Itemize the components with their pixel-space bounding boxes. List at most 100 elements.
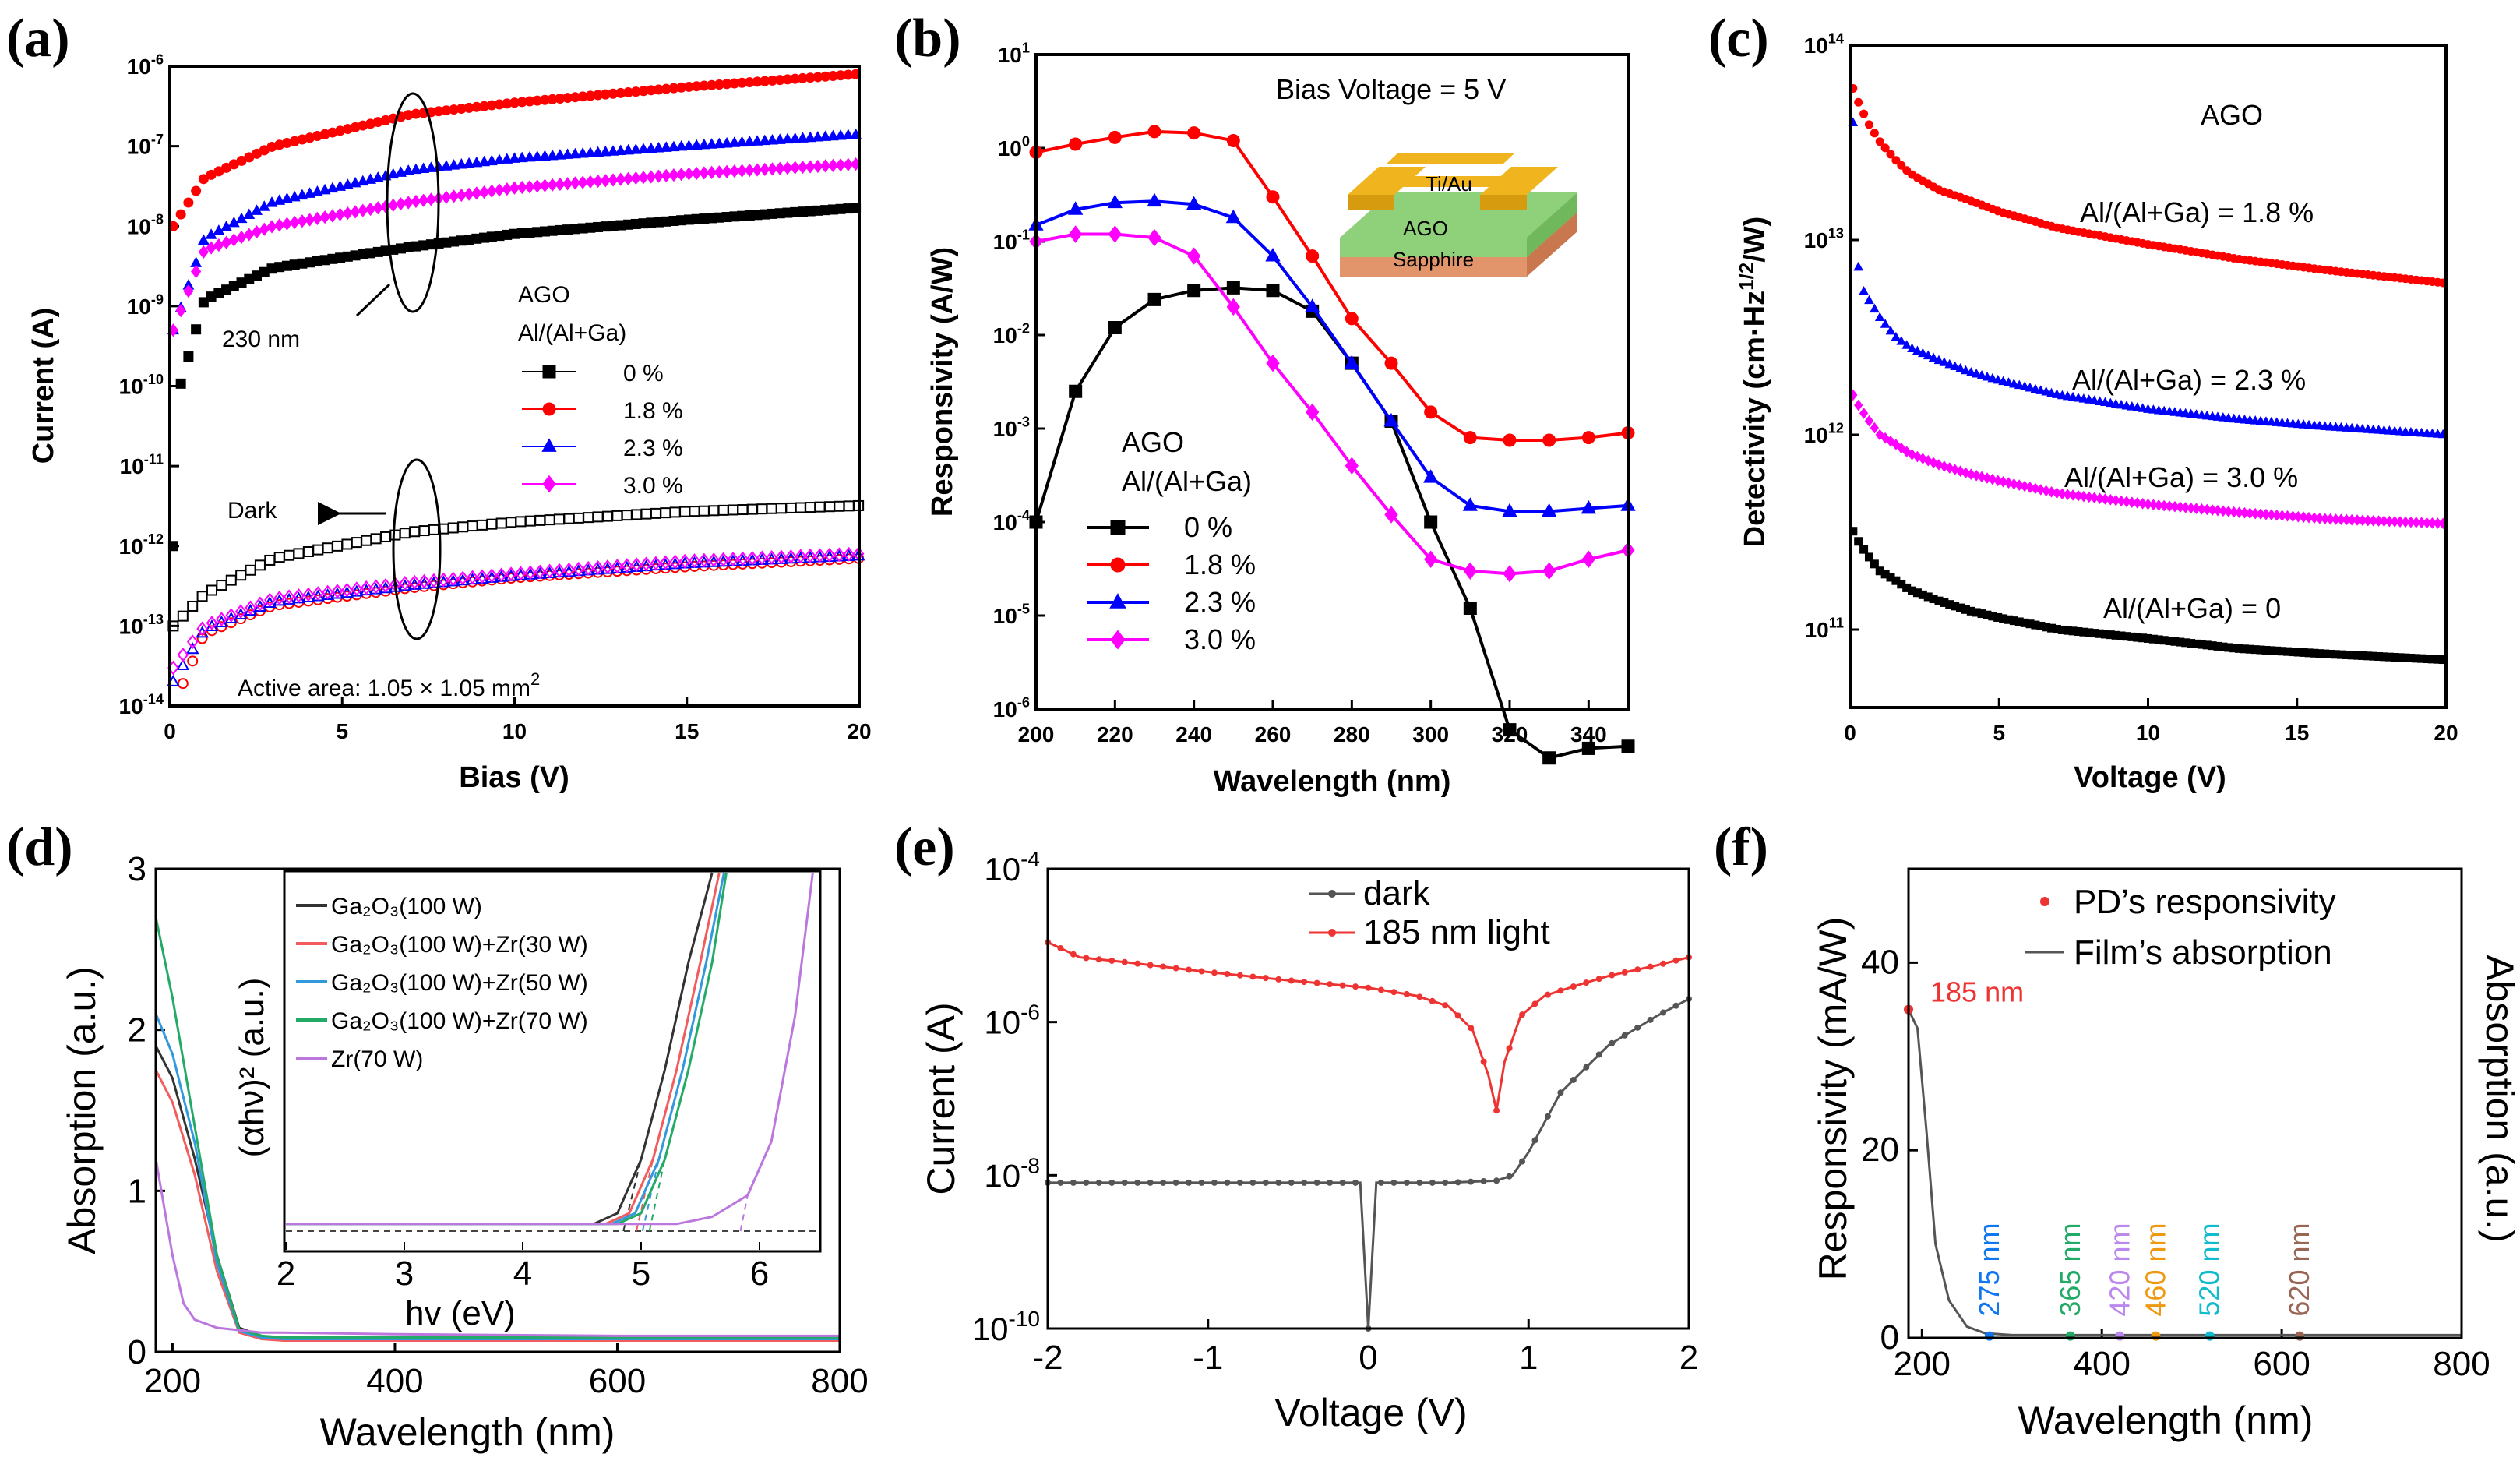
point-b-2 — [1581, 499, 1596, 514]
point-c-2 — [2208, 504, 2217, 516]
legend-title-b1: AGO — [1122, 426, 1184, 458]
series-line-b-1 — [1035, 129, 1629, 442]
ytick-label-f: 20 — [1861, 1131, 1899, 1169]
ylabel-c-sup: 1/2 — [1735, 263, 1758, 291]
point-a-dark-0 — [293, 548, 305, 559]
point-a-light-2 — [781, 132, 794, 144]
inset-finger-1 — [1387, 153, 1515, 164]
point-a-light-0 — [183, 351, 194, 362]
point-c-2 — [2181, 502, 2190, 513]
point-a-dark-0 — [698, 505, 710, 517]
point-a-light-2 — [516, 151, 528, 163]
ytick-label-a: 10-12 — [119, 531, 164, 559]
ytick-label-b: 10-5 — [993, 601, 1030, 628]
point-e-0 — [1531, 1137, 1538, 1144]
point-a-dark-3 — [573, 561, 585, 577]
legend-marker-a-3 — [542, 475, 556, 493]
point-e-0 — [1160, 1179, 1167, 1186]
inset-xtick-label-d: 2 — [277, 1254, 295, 1293]
point-e-1 — [1416, 993, 1423, 1000]
point-a-dark-0 — [399, 528, 411, 539]
point-a-light-3 — [797, 160, 809, 175]
point-a-light-2 — [485, 154, 498, 166]
point-c-2 — [2154, 499, 2163, 511]
point-c-1 — [1859, 285, 1869, 295]
point-a-light-3 — [388, 198, 399, 212]
legend-label-e-0: dark — [1363, 874, 1431, 912]
legend-title-a2: Al/(Al+Ga) — [518, 320, 626, 346]
point-a-light-3 — [463, 187, 474, 201]
point-a-light-2 — [592, 146, 604, 157]
point-a-dark-3 — [795, 549, 807, 564]
point-e-1 — [1301, 979, 1308, 986]
point-a-light-0 — [191, 324, 202, 335]
point-a-dark-3 — [708, 552, 720, 567]
point-a-dark-3 — [283, 589, 295, 605]
point-a-light-3 — [782, 161, 793, 175]
ytick-label-b: 100 — [998, 133, 1030, 161]
ytick-label-f: 0 — [1880, 1318, 1899, 1357]
point-e-0 — [1672, 1002, 1679, 1009]
ytick-label-b-base: 10 — [993, 697, 1017, 722]
point-b-3 — [1266, 354, 1280, 372]
point-e-0 — [1070, 1179, 1077, 1186]
ytick-label-e-exp: -8 — [1020, 1153, 1040, 1177]
point-a-dark-3 — [418, 573, 430, 589]
legend-marker-a-0 — [542, 365, 556, 379]
point-b-3 — [1542, 562, 1556, 580]
point-a-light-0 — [198, 297, 209, 308]
active-area-sup: 2 — [530, 669, 540, 689]
point-a-dark-3 — [524, 565, 537, 580]
point-a-light-2 — [471, 156, 483, 168]
point-a-dark-3 — [177, 647, 189, 662]
axes-frame-d — [154, 867, 841, 1353]
ytick-label-b: 10-2 — [993, 320, 1030, 348]
point-a-light-2 — [789, 132, 802, 143]
point-c-2 — [2052, 487, 2062, 499]
point-c-1 — [2116, 399, 2127, 409]
point-e-0 — [1262, 1179, 1269, 1186]
ytick-label-e-exp: -4 — [1020, 847, 1040, 871]
point-b-3 — [1463, 562, 1477, 580]
point-a-dark-3 — [534, 564, 546, 580]
point-a-light-3 — [539, 178, 551, 192]
point-a-dark-3 — [727, 552, 739, 566]
point-e-0 — [1570, 1076, 1577, 1083]
point-e-0 — [1095, 1179, 1102, 1186]
point-e-0 — [1390, 1179, 1397, 1186]
label-series-c-2: Al/(Al+Ga) = 2.3 % — [2072, 364, 2306, 396]
ticks-a: 0 5 10 15 2010-1410-1310-1210-1110-1010-910-… — [119, 51, 872, 743]
xtick-label-a: 20 — [847, 719, 871, 743]
point-e-1 — [1095, 956, 1102, 963]
point-a-light-3 — [403, 196, 414, 210]
point-e-1 — [1468, 1025, 1475, 1032]
point-a-dark-0 — [245, 564, 256, 576]
point-b-3 — [1187, 247, 1201, 265]
point-c-1 — [1961, 365, 1971, 375]
panel-label-e: (e) — [894, 817, 955, 877]
ytick-label-b: 10-6 — [993, 694, 1030, 722]
xtick-label-b: 240 — [1175, 722, 1212, 746]
point-e-1 — [1262, 975, 1269, 982]
xtick-label-a: 0 — [164, 719, 176, 743]
point-a-dark-0 — [785, 502, 797, 513]
ytick-label-c: 1012 — [1804, 420, 1844, 447]
point-c-1 — [1885, 325, 1896, 335]
point-c-1 — [2105, 397, 2116, 408]
point-a-dark-3 — [186, 634, 199, 650]
point-c-2 — [2116, 495, 2126, 507]
inset-fit-d-4 — [739, 1194, 749, 1232]
point-c-2 — [2138, 497, 2148, 510]
point-e-0 — [1660, 1009, 1667, 1016]
point-a-dark-3 — [331, 584, 344, 599]
point-c-1 — [2041, 386, 2052, 396]
point-a-dark-0 — [814, 501, 826, 513]
point-a-light-3 — [729, 164, 740, 178]
point-a-dark-3 — [341, 582, 353, 598]
point-c-1 — [1896, 336, 1907, 345]
ytick-label-b: 10-3 — [993, 414, 1030, 441]
point-c-2 — [1854, 399, 1863, 411]
ytick-label-a: 10-14 — [119, 691, 164, 718]
point-label-f-6: 620 nm — [2283, 1223, 2315, 1317]
ytick-label-b: 10-4 — [993, 507, 1031, 535]
